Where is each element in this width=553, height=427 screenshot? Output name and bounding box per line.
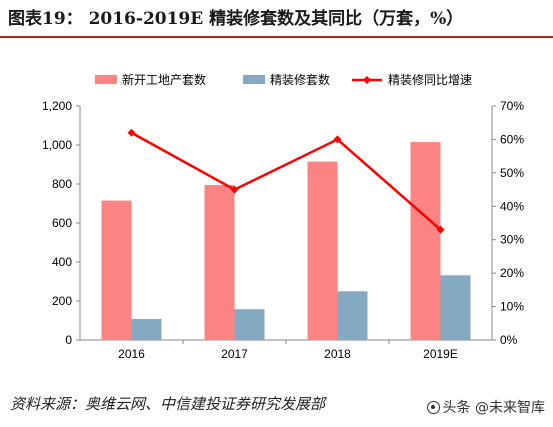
y-right-tick-label: 20% — [500, 266, 524, 280]
watermark-text: 头条 @未来智库 — [442, 400, 545, 416]
line-point — [127, 128, 136, 137]
legend-new-starts-swatch — [95, 75, 117, 84]
title-divider — [0, 36, 553, 38]
y-right-tick-label: 70% — [500, 99, 524, 113]
bar-new-starts — [307, 161, 338, 340]
legend-fine-decoration-label: 精装修套数 — [270, 72, 330, 87]
y-left-tick-label: 1,000 — [42, 138, 72, 152]
y-right-tick-label: 10% — [500, 300, 524, 314]
x-tick-label: 2017 — [221, 347, 248, 361]
x-tick-label: 2018 — [324, 347, 351, 361]
y-left-tick-label: 600 — [52, 216, 72, 230]
y-left-tick-label: 200 — [52, 294, 72, 308]
x-tick-label: 2019E — [423, 347, 458, 361]
bar-fine-decoration — [234, 309, 265, 340]
x-tick-label: 2016 — [118, 347, 145, 361]
line-point — [436, 225, 445, 234]
legend-growth-rate-label: 精装修同比增速 — [388, 72, 472, 87]
watermark-logo-icon — [426, 400, 440, 414]
source-note: 资料来源：奥维云网、中信建投证券研究发展部 — [10, 395, 326, 413]
y-right-tick-label: 40% — [500, 199, 524, 213]
y-left-tick-label: 1,200 — [42, 99, 72, 113]
chart-title: 图表19： 2016-2019E 精装修套数及其同比（万套，%） — [8, 9, 464, 29]
line-point — [333, 135, 342, 144]
bar-new-starts — [204, 184, 235, 340]
bar-fine-decoration — [440, 275, 471, 340]
y-left-tick-label: 800 — [52, 177, 72, 191]
y-right-tick-label: 30% — [500, 233, 524, 247]
bar-new-starts — [410, 142, 441, 340]
legend-new-starts-label: 新开工地产套数 — [122, 72, 206, 87]
legend-fine-decoration-swatch — [243, 75, 265, 84]
line-growth-rate — [130, 131, 442, 231]
y-right-tick-label: 0% — [500, 333, 518, 347]
bar-line-chart: 0 200 400 600 800 1,000 1,200 0% 10% 20% 30% 40% 50%… — [42, 72, 524, 361]
watermark: 头条 @未来智库 — [426, 397, 545, 417]
legend-growth-rate-marker — [363, 76, 371, 84]
y-right-tick-label: 60% — [500, 132, 524, 146]
y-left-tick-label: 0 — [65, 333, 72, 347]
y-left-tick-label: 400 — [52, 255, 72, 269]
bar-new-starts — [101, 200, 132, 340]
bar-fine-decoration — [337, 291, 368, 340]
bar-fine-decoration — [131, 318, 162, 340]
line-point — [230, 185, 239, 194]
y-right-tick-label: 50% — [500, 166, 524, 180]
